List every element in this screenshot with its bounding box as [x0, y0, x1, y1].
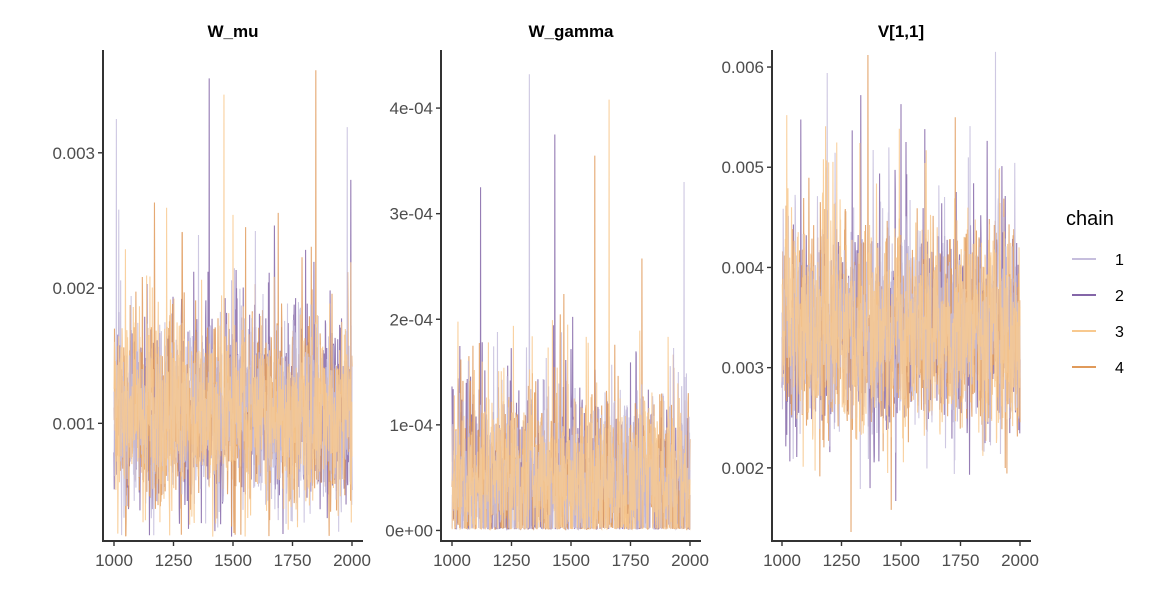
legend-item-3: 3	[1072, 324, 1124, 341]
legend-label-3: 3	[1115, 324, 1124, 341]
x-tick-label: 1000	[433, 551, 471, 570]
y-tick-label: 4e-04	[390, 99, 433, 118]
legend-label-1: 1	[1115, 252, 1124, 269]
legend-label-4: 4	[1115, 360, 1124, 377]
x-tick-label: 1250	[155, 551, 193, 570]
panel-3: V[1,1] 1000 1250 1500 1750 2000 0.002 0.003 0.00…	[721, 22, 1038, 570]
x-tick-label: 1250	[493, 551, 531, 570]
y-tick-label: 0.003	[721, 359, 764, 378]
panel-title-2: W_gamma	[528, 22, 614, 41]
panel-title-1: W_mu	[208, 22, 259, 41]
x-tick-label: 1250	[823, 551, 861, 570]
x-tick-label: 2000	[333, 551, 371, 570]
y-tick-label: 0.001	[52, 414, 95, 433]
x-tick-label: 1500	[882, 551, 920, 570]
y-tick-label: 0.002	[52, 279, 95, 298]
trace-line-chain-3	[113, 94, 353, 537]
panel-1: W_mu 1000 1250 1500 1750 2000 0.001 0.002 0.003	[52, 22, 370, 570]
y-tick-label: 1e-04	[390, 416, 433, 435]
y-tick-label: 0.006	[721, 58, 764, 77]
y-tick-label: 3e-04	[390, 205, 433, 224]
y-tick-label: 0.003	[52, 144, 95, 163]
y-tick-label: 0.004	[721, 258, 764, 277]
legend-label-2: 2	[1115, 288, 1124, 305]
y-tick-label: 0.002	[721, 459, 764, 478]
y-tick-label: 0.005	[721, 158, 764, 177]
panel-2: W_gamma 1000 1250 1500 1750 2000 0e+00 1e-04 2e-…	[385, 22, 709, 570]
x-tick-label: 2000	[1001, 551, 1039, 570]
trace-line-chain-3	[781, 115, 1021, 474]
legend-item-1: 1	[1072, 252, 1124, 269]
trace-line-chain-3	[451, 99, 691, 531]
legend-item-2: 2	[1072, 288, 1124, 305]
panel-title-3: V[1,1]	[878, 22, 924, 41]
x-tick-label: 1000	[95, 551, 133, 570]
x-tick-label: 1500	[214, 551, 252, 570]
legend-item-4: 4	[1072, 360, 1124, 377]
legend: chain 1 2 3 4	[1066, 208, 1124, 377]
x-tick-label: 1750	[612, 551, 650, 570]
legend-title: chain	[1066, 208, 1114, 230]
x-tick-label: 1000	[763, 551, 801, 570]
x-tick-label: 1750	[274, 551, 312, 570]
y-tick-label: 2e-04	[390, 310, 433, 329]
x-tick-label: 1750	[942, 551, 980, 570]
y-tick-label: 0e+00	[385, 521, 433, 540]
x-tick-label: 2000	[671, 551, 709, 570]
x-tick-label: 1500	[552, 551, 590, 570]
